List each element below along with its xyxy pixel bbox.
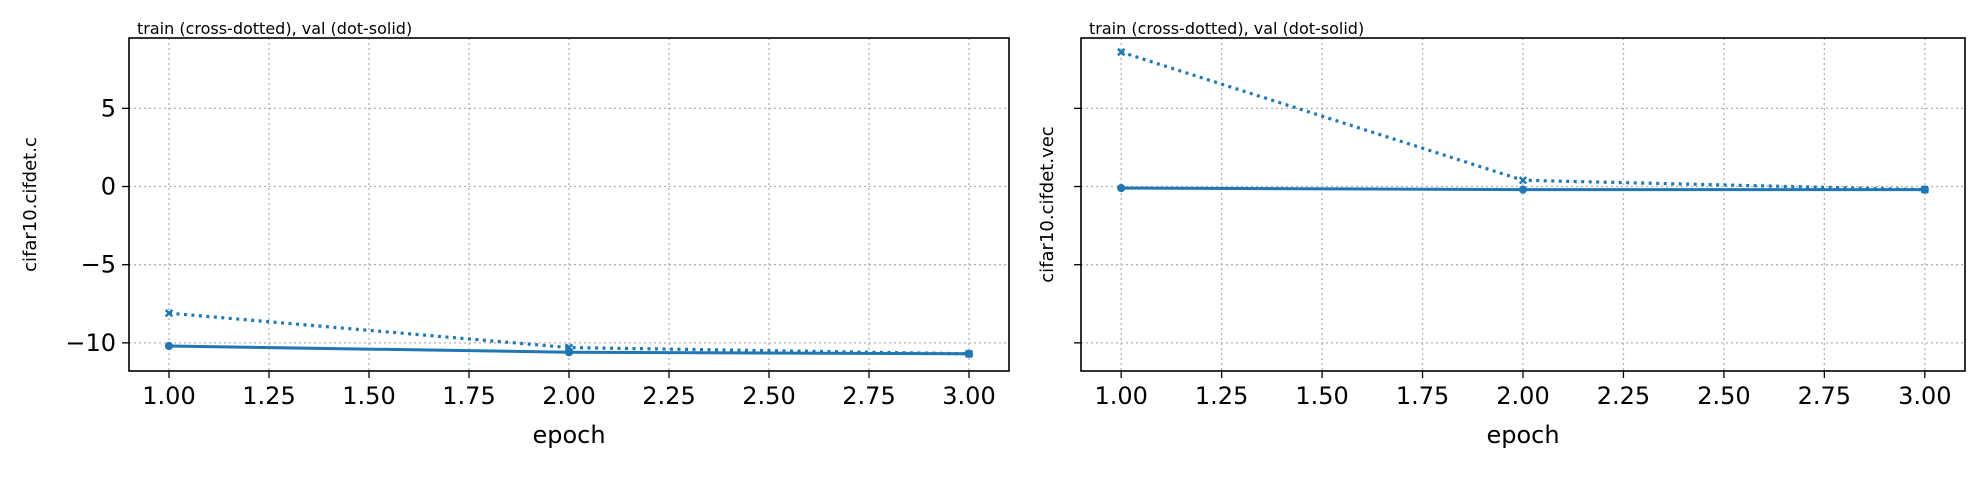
y-axis-label: cifar10.cifdet.c — [20, 137, 41, 272]
x-tick-label: 2.25 — [1597, 382, 1650, 410]
x-axis-label: epoch — [532, 421, 605, 449]
x-tick-label: 2.75 — [1798, 382, 1851, 410]
y-axis-label: cifar10.cifdet.vec — [1037, 126, 1058, 282]
x-tick-label: 2.00 — [1496, 382, 1549, 410]
x-tick-label: 1.75 — [442, 382, 495, 410]
left-chart-panel: 1.00 1.25 1.50 1.75 2.00 2.25 2.50 2.75 3.00 −10 −… — [20, 19, 1010, 449]
data-point-val — [1117, 183, 1126, 193]
x-tick-label: 1.25 — [1195, 382, 1248, 410]
x-tick-label: 1.25 — [242, 382, 295, 410]
x-tick-label: 1.00 — [142, 382, 195, 410]
x-tick-label: 1.75 — [1396, 382, 1449, 410]
x-tick-label: 1.00 — [1094, 382, 1147, 410]
x-tick-label: 3.00 — [942, 382, 995, 410]
chart-subtitle: train (cross-dotted), val (dot-solid) — [137, 19, 412, 38]
data-point-val — [1518, 185, 1528, 194]
x-tick-label: 1.50 — [342, 382, 395, 410]
data-point-train — [164, 309, 174, 318]
x-tick-label: 2.75 — [842, 382, 895, 410]
chart-subtitle: train (cross-dotted), val (dot-solid) — [1089, 19, 1364, 38]
y-tick-label: −10 — [65, 329, 116, 357]
data-point-train — [1117, 47, 1126, 57]
y-tick-label: −5 — [81, 251, 116, 279]
data-point-train — [1518, 176, 1528, 185]
x-tick-label: 2.00 — [542, 382, 595, 410]
y-tick-label: 0 — [101, 173, 116, 201]
right-chart-panel: 1.00 1.25 1.50 1.75 2.00 2.25 2.50 2.75 3.00 trai… — [1037, 19, 1966, 449]
x-tick-label: 1.50 — [1295, 382, 1348, 410]
data-point-val — [1920, 185, 1929, 194]
x-tick-label: 2.50 — [1697, 382, 1750, 410]
x-tick-label: 2.25 — [642, 382, 695, 410]
plot-frame — [1080, 37, 1966, 372]
data-point-val — [564, 348, 574, 357]
plot-frame — [128, 37, 1010, 372]
y-tick-label: 5 — [101, 94, 116, 122]
data-point-val — [964, 349, 974, 358]
x-axis-label: epoch — [1486, 421, 1559, 449]
series-line-train — [168, 311, 970, 356]
x-tick-label: 3.00 — [1898, 382, 1951, 410]
data-point-val — [164, 341, 174, 351]
x-tick-label: 2.50 — [742, 382, 795, 410]
